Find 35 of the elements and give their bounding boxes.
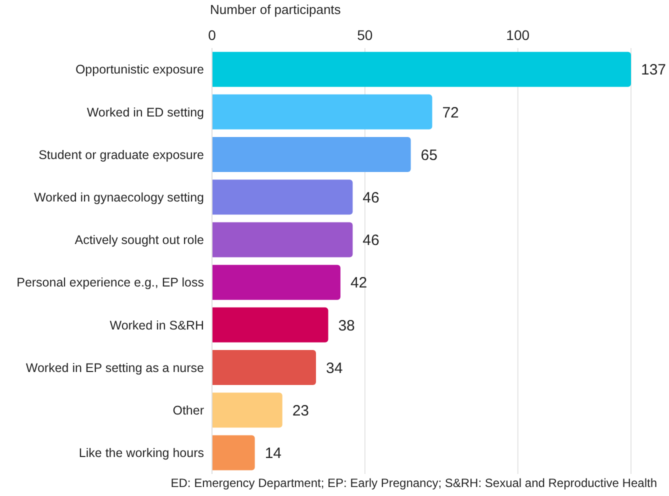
data-label: 23: [292, 402, 310, 420]
x-tick-label: 100: [506, 27, 530, 43]
y-tick-label: Worked in gynaecology setting: [34, 190, 204, 205]
bar: [212, 94, 432, 130]
y-tick-label: Like the working hours: [78, 446, 204, 460]
y-tick-label: Worked in EP setting as a nurse: [26, 360, 204, 375]
bar: [212, 137, 411, 172]
y-tick-label: Personal experience e.g., EP loss: [16, 276, 204, 290]
y-tick-label: Opportunistic exposure: [75, 62, 204, 77]
data-label: 65: [420, 146, 438, 164]
bar: [212, 392, 282, 428]
bar: [212, 307, 328, 342]
bar: [212, 180, 353, 215]
bar: [212, 350, 316, 386]
x-tick-label: 50: [357, 27, 373, 43]
data-label: 14: [264, 445, 282, 462]
data-label: 72: [442, 104, 459, 122]
bar: [212, 222, 353, 258]
y-tick-label: Actively sought out role: [74, 233, 204, 248]
x-axis-title: Number of participants: [210, 2, 341, 17]
y-tick-label: Other: [172, 404, 204, 418]
data-label: 46: [362, 189, 380, 206]
text: ED: Emergency Department; EP: Early Pregnancy; S&RH: Sexual and Reproductive Health: [170, 476, 657, 490]
bar: [212, 52, 631, 87]
data-label: 38: [338, 317, 355, 334]
y-tick-label: Worked in ED setting: [86, 105, 204, 120]
data-label: 34: [326, 360, 343, 377]
data-label: 137: [641, 62, 666, 79]
y-tick-label: Worked in S&RH: [110, 318, 204, 332]
y-tick-label: Student or graduate exposure: [38, 148, 204, 162]
bar: [212, 435, 255, 470]
x-tick-label: 0: [208, 27, 216, 43]
data-label: 46: [362, 232, 380, 250]
bar: [212, 264, 340, 300]
data-label: 42: [350, 274, 368, 292]
